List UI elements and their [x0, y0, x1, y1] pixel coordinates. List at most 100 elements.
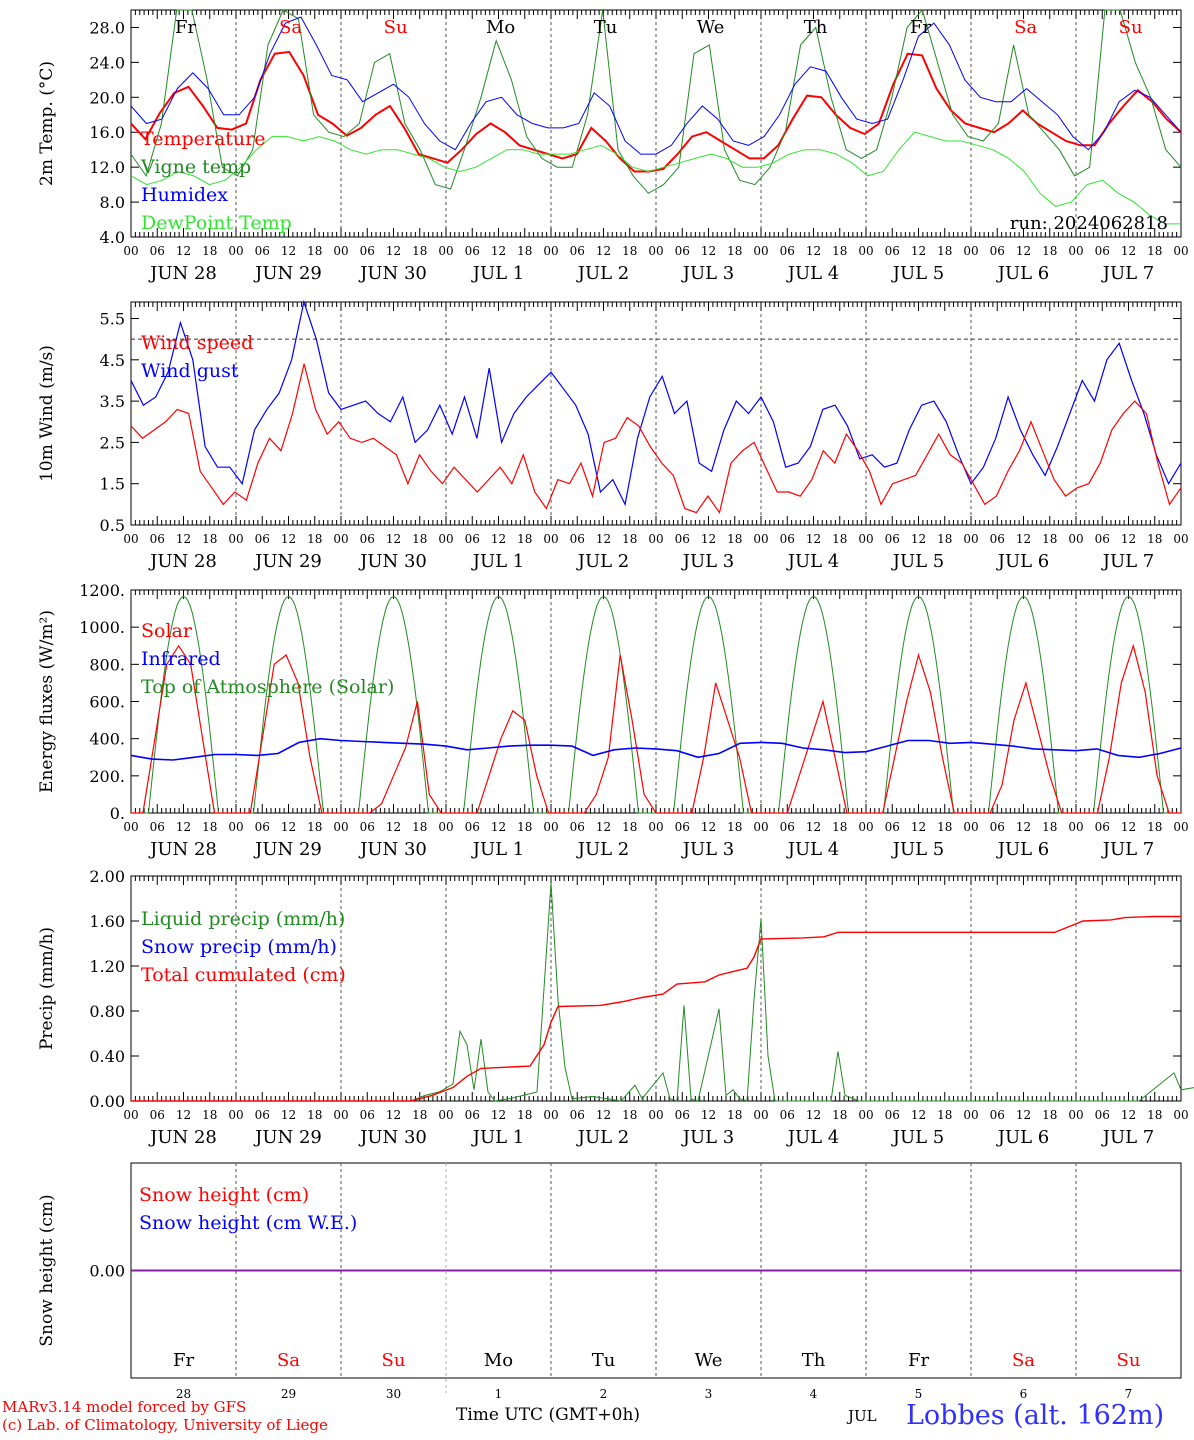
hour-tick-label: 00	[1173, 820, 1188, 834]
hour-tick-label: 00	[1173, 244, 1188, 258]
hour-tick-label: 06	[885, 244, 900, 258]
hour-tick-label: 12	[281, 1108, 296, 1122]
hour-tick-label: 18	[517, 820, 532, 834]
hour-tick-label: 06	[1095, 820, 1110, 834]
weekday-label: Th	[802, 1350, 826, 1371]
legend-entry: DewPoint Temp	[141, 212, 292, 234]
y-axis-label: Precip (mm/h)	[37, 927, 57, 1050]
weekday-label: Fr	[173, 1350, 194, 1371]
y-tick-label: 0.00	[89, 1092, 125, 1111]
date-label: JUL 6	[996, 1127, 1050, 1148]
hour-tick-label: 06	[1095, 244, 1110, 258]
hour-tick-label: 00	[1068, 820, 1083, 834]
y-tick-label: 1000.	[79, 618, 125, 637]
hour-tick-label: 06	[465, 244, 480, 258]
hour-tick-label: 06	[780, 1108, 795, 1122]
weekday-label: We	[695, 1350, 723, 1371]
y-tick-label: 28.0	[89, 18, 125, 37]
hour-tick-label: 00	[963, 1108, 978, 1122]
y-tick-label: 16.0	[89, 123, 125, 142]
hour-tick-label: 06	[360, 532, 375, 546]
weekday-label: Th	[804, 17, 828, 38]
hour-tick-label: 00	[648, 244, 663, 258]
hour-tick-label: 18	[622, 1108, 637, 1122]
series-line	[130, 299, 1182, 507]
hour-tick-label: 12	[1016, 244, 1031, 258]
hour-tick-label: 12	[491, 1108, 506, 1122]
hour-tick-label: 18	[832, 820, 847, 834]
y-tick-label: 1.20	[89, 957, 125, 976]
hour-tick-label: 12	[1121, 820, 1136, 834]
hour-tick-label: 18	[202, 1108, 217, 1122]
y-tick-label: 8.0	[100, 193, 125, 212]
hour-tick-label: 12	[1016, 820, 1031, 834]
weekday-label: Mo	[486, 17, 515, 38]
hour-tick-label: 06	[990, 1108, 1005, 1122]
date-label: JUN 30	[358, 839, 427, 860]
y-tick-label: 400.	[89, 730, 125, 749]
hour-tick-label: 06	[360, 1108, 375, 1122]
weekday-label: Fr	[910, 17, 931, 38]
hour-tick-label: 12	[281, 244, 296, 258]
hour-tick-label: 06	[675, 244, 690, 258]
hour-tick-label: 12	[806, 1108, 821, 1122]
hour-tick-label: 18	[727, 1108, 742, 1122]
hour-tick-label: 00	[543, 1108, 558, 1122]
hour-tick-label: 18	[1147, 1108, 1162, 1122]
hour-tick-label: 06	[255, 1108, 270, 1122]
y-tick-label: 0.00	[89, 1262, 125, 1281]
series-line	[130, 16, 1182, 155]
hour-tick-label: 00	[438, 820, 453, 834]
hour-tick-label: 00	[648, 532, 663, 546]
date-label: JUL 7	[1101, 1127, 1155, 1148]
date-label: JUL 2	[576, 551, 630, 572]
y-tick-label: 1200.	[79, 581, 125, 600]
hour-tick-label: 18	[937, 244, 952, 258]
day-number-label: 1	[495, 1387, 503, 1401]
day-number-label: 28	[176, 1387, 191, 1401]
hour-tick-label: 18	[517, 244, 532, 258]
hour-tick-label: 12	[911, 1108, 926, 1122]
hour-tick-label: 18	[727, 820, 742, 834]
hour-tick-label: 18	[832, 244, 847, 258]
hour-tick-label: 12	[491, 244, 506, 258]
hour-tick-label: 06	[1095, 1108, 1110, 1122]
y-tick-label: 20.0	[89, 88, 125, 107]
hour-tick-label: 12	[806, 532, 821, 546]
hour-tick-label: 12	[491, 532, 506, 546]
hour-tick-label: 12	[911, 820, 926, 834]
weekday-label: Sa	[277, 1350, 300, 1371]
hour-tick-label: 12	[176, 532, 191, 546]
model-label: MARv3.14 model forced by GFS	[2, 1398, 247, 1416]
legend-entry: Total cumulated (cm)	[141, 964, 346, 986]
credit-label: (c) Lab. of Climatology, University of L…	[2, 1416, 328, 1434]
hour-tick-label: 12	[701, 1108, 716, 1122]
date-label: JUL 5	[891, 1127, 945, 1148]
hour-tick-label: 00	[963, 820, 978, 834]
date-label: JUL 1	[471, 1127, 525, 1148]
y-tick-label: 0.5	[100, 516, 125, 535]
date-label: JUL 5	[891, 263, 945, 284]
date-label: JUL 1	[471, 263, 525, 284]
hour-tick-label: 18	[937, 532, 952, 546]
hour-tick-label: 18	[1147, 820, 1162, 834]
series-line	[130, 737, 1182, 761]
hour-tick-label: 00	[1068, 1108, 1083, 1122]
series-line	[130, 50, 1182, 173]
hour-tick-label: 18	[622, 244, 637, 258]
hour-tick-label: 12	[596, 1108, 611, 1122]
hour-tick-label: 12	[701, 532, 716, 546]
date-label: JUL 2	[576, 1127, 630, 1148]
hour-tick-label: 00	[1068, 244, 1083, 258]
date-label: JUL 2	[576, 263, 630, 284]
hour-tick-label: 06	[885, 532, 900, 546]
time-axis-label: Time UTC (GMT+0h)	[456, 1405, 641, 1425]
weekday-label: Sa	[1014, 17, 1037, 38]
y-tick-label: 2.00	[89, 867, 125, 886]
weekday-label: Sa	[1012, 1350, 1035, 1371]
hour-tick-label: 18	[937, 820, 952, 834]
hour-tick-label: 00	[543, 820, 558, 834]
hour-tick-label: 00	[1173, 532, 1188, 546]
date-label: JUN 30	[358, 263, 427, 284]
